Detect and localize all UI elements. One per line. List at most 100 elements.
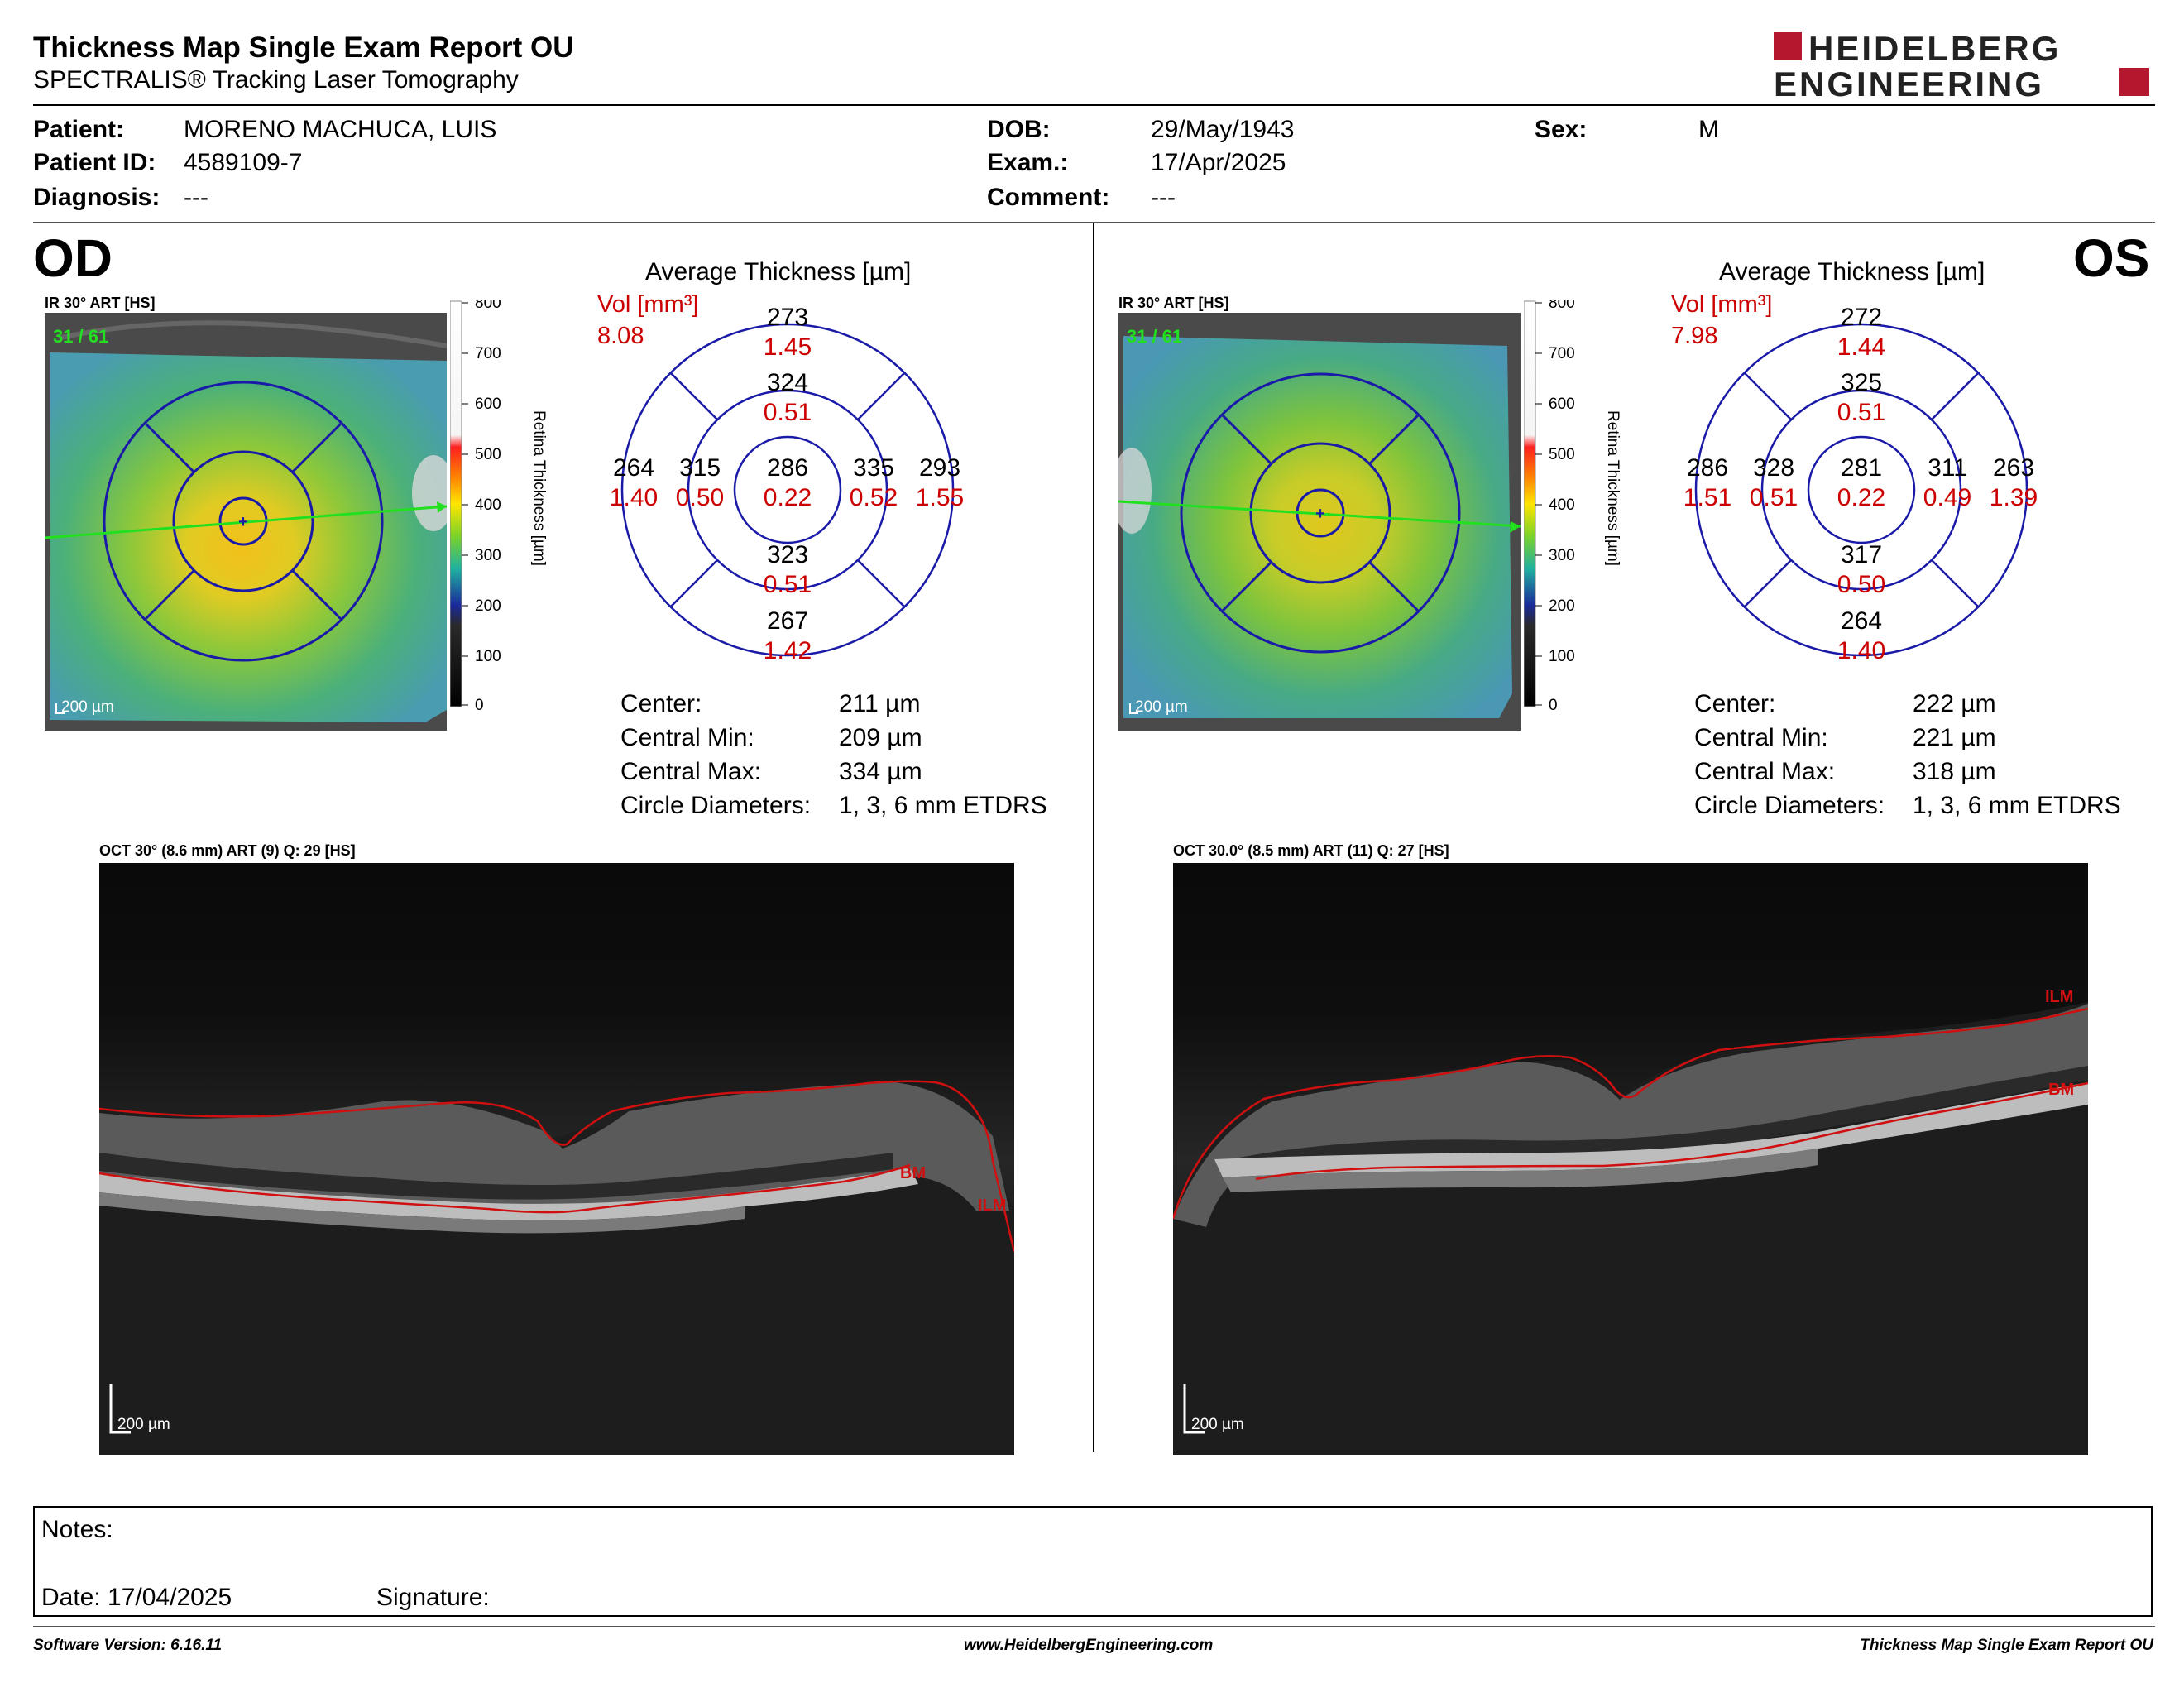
od-stat-min-value: 209 µm — [839, 724, 922, 751]
footer-website-link[interactable]: www.HeidelbergEngineering.com — [964, 1637, 1214, 1654]
od-oct-bscan: BM ILM 200 µm — [99, 863, 1014, 1455]
report-title: Thickness Map Single Exam Report OU — [33, 31, 574, 64]
os-oct-title: OCT 30.0° (8.5 mm) ART (11) Q: 27 [HS] — [1173, 842, 1449, 859]
od-avg-title: Average Thickness [µm] — [645, 258, 912, 285]
os-il-t: 328 — [1753, 454, 1794, 482]
od-stat-max-value: 334 µm — [839, 758, 922, 785]
svg-text:+: + — [1315, 505, 1325, 523]
od-stat-min-label: Central Min: — [620, 724, 754, 751]
footer-report-name: Thickness Map Single Exam Report OU — [1860, 1637, 2153, 1654]
od-ii-v: 0.51 — [764, 571, 812, 598]
patient-name: MORENO MACHUCA, LUIS — [184, 116, 497, 143]
svg-text:400: 400 — [1549, 496, 1575, 514]
header-rule — [33, 104, 2155, 106]
svg-text:0: 0 — [1549, 697, 1558, 713]
od-oi-t: 267 — [767, 607, 808, 635]
os-stat-center-label: Center: — [1694, 690, 1776, 717]
svg-text:Retina Thickness [µm]: Retina Thickness [µm] — [1604, 410, 1621, 566]
svg-text:300: 300 — [475, 547, 501, 564]
os-avg-title: Average Thickness [µm] — [1719, 258, 1985, 285]
od-is-t: 324 — [767, 369, 808, 396]
patient-label: Patient: — [33, 116, 125, 143]
eye-label-od: OD — [33, 228, 113, 288]
signature-label: Signature: — [376, 1584, 490, 1611]
os-etdrs-grid: 272 1.44 325 0.51 286 1.51 328 0.51 281 … — [1669, 298, 2042, 674]
svg-text:+: + — [238, 513, 248, 531]
svg-text:500: 500 — [1549, 446, 1575, 463]
os-ii-t: 317 — [1841, 541, 1882, 568]
os-thickness-map: + 31 / 61 200 µm — [1118, 313, 1521, 731]
os-oi-t: 264 — [1841, 607, 1882, 635]
os-ir-t: 311 — [1928, 454, 1967, 482]
svg-text:200 µm: 200 µm — [1135, 698, 1188, 716]
od-colorbar: 800 700 600 500 400 300 200 100 0 Retina… — [449, 295, 558, 717]
od-stat-center-label: Center: — [620, 690, 702, 717]
footer-software-version: Software Version: 6.16.11 — [33, 1637, 223, 1654]
eye-divider — [1093, 223, 1094, 1452]
svg-text:100: 100 — [1549, 648, 1575, 665]
patient-id: 4589109-7 — [184, 149, 303, 176]
svg-text:31 / 61: 31 / 61 — [1127, 326, 1182, 347]
od-or-t: 293 — [919, 454, 960, 482]
heidelberg-logo: HEIDELBERG ENGINEERING — [1774, 29, 2154, 103]
patient-id-label: Patient ID: — [33, 149, 156, 176]
os-or-v: 1.39 — [1990, 484, 2038, 511]
footer-rule — [33, 1626, 2155, 1627]
os-is-v: 0.51 — [1837, 399, 1885, 426]
svg-text:0: 0 — [475, 697, 484, 713]
os-stat-min-value: 221 µm — [1913, 724, 1996, 751]
od-ol-v: 1.40 — [610, 484, 658, 511]
svg-text:400: 400 — [475, 496, 501, 514]
od-ii-t: 323 — [767, 541, 808, 568]
svg-text:200 µm: 200 µm — [61, 698, 114, 716]
exam-label: Exam.: — [987, 149, 1069, 176]
od-c-v: 0.22 — [764, 484, 812, 511]
od-c-t: 286 — [767, 454, 808, 482]
svg-text:ILM: ILM — [978, 1196, 1006, 1215]
os-stat-center-value: 222 µm — [1913, 690, 1996, 717]
od-stat-center-value: 211 µm — [839, 690, 921, 717]
od-os-t: 273 — [767, 304, 808, 331]
svg-text:800: 800 — [1549, 300, 1575, 312]
svg-text:200: 200 — [1549, 597, 1575, 615]
os-stat-min-label: Central Min: — [1694, 724, 1828, 751]
os-is-t: 325 — [1841, 369, 1882, 396]
os-stat-diam-label: Circle Diameters: — [1694, 792, 1885, 819]
diagnosis-value: --- — [184, 184, 208, 211]
sex-label: Sex: — [1535, 116, 1588, 143]
svg-text:800: 800 — [475, 300, 501, 312]
os-os-t: 272 — [1841, 304, 1882, 331]
svg-text:200 µm: 200 µm — [117, 1416, 170, 1433]
od-vol-total: 8.08 — [597, 323, 644, 349]
os-stat-max-label: Central Max: — [1694, 758, 1836, 785]
os-oi-v: 1.40 — [1837, 637, 1885, 664]
svg-text:Retina Thickness [µm]: Retina Thickness [µm] — [530, 410, 548, 566]
os-c-t: 281 — [1841, 454, 1882, 482]
patient-rule — [33, 222, 2155, 223]
date-label: Date: 17/04/2025 — [41, 1584, 232, 1611]
notes-label: Notes: — [41, 1516, 113, 1543]
od-il-t: 315 — [679, 454, 721, 482]
comment-label: Comment: — [987, 184, 1110, 211]
svg-text:500: 500 — [475, 446, 501, 463]
od-or-v: 1.55 — [916, 484, 964, 511]
os-colorbar: 800 700 600 500 400 300 200 100 0 Retina… — [1523, 295, 1631, 717]
svg-text:ENGINEERING: ENGINEERING — [1774, 65, 2044, 101]
svg-text:BM: BM — [900, 1164, 926, 1182]
svg-text:600: 600 — [1549, 396, 1575, 413]
os-ii-v: 0.50 — [1837, 571, 1885, 598]
os-ir-v: 0.49 — [1923, 484, 1971, 511]
od-stat-max-label: Central Max: — [620, 758, 762, 785]
od-is-v: 0.51 — [764, 399, 812, 426]
svg-text:200: 200 — [475, 597, 501, 615]
os-os-v: 1.44 — [1837, 333, 1885, 361]
os-ol-t: 286 — [1687, 454, 1728, 482]
od-etdrs-grid: 273 1.45 324 0.51 264 1.40 315 0.50 286 … — [596, 298, 968, 674]
svg-text:600: 600 — [475, 396, 501, 413]
report-subtitle: SPECTRALIS® Tracking Laser Tomography — [33, 66, 519, 94]
od-ol-t: 264 — [613, 454, 654, 482]
od-os-v: 1.45 — [764, 333, 812, 361]
os-stat-max-value: 318 µm — [1913, 758, 1996, 785]
svg-text:200 µm: 200 µm — [1191, 1416, 1244, 1433]
sex-value: M — [1698, 116, 1719, 143]
